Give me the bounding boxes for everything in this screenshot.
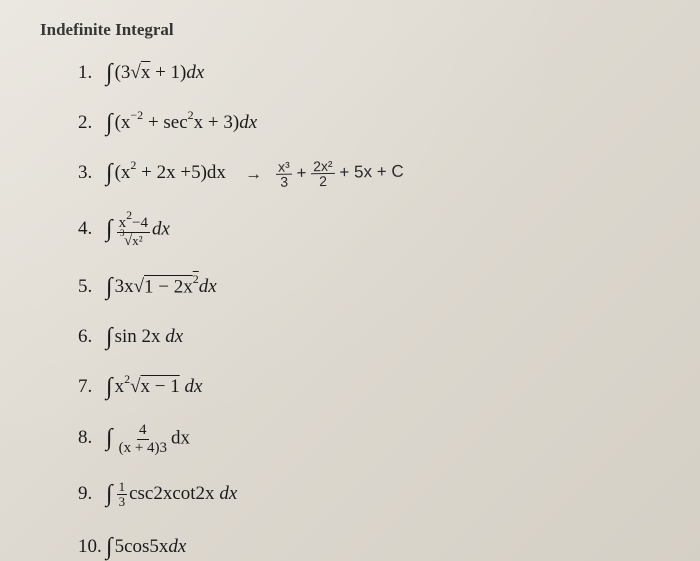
denominator: (x + 4)3 xyxy=(117,440,169,457)
integral-icon: ∫ xyxy=(106,216,113,242)
dx: dx xyxy=(199,276,217,297)
sqrt-icon: √ xyxy=(130,62,140,83)
exponent: 2 xyxy=(126,208,132,222)
problem-number: 10. xyxy=(78,536,106,558)
problem-expression: ∫5cos5xdx xyxy=(106,532,186,559)
integral-icon: ∫ xyxy=(106,274,113,300)
sqrt-arg: x − 1 xyxy=(141,376,180,398)
problem-number: 6. xyxy=(78,326,106,348)
dx: dx xyxy=(171,427,190,448)
problem-expression: ∫sin 2x dx xyxy=(106,322,183,349)
problem-9: 9. ∫ 1 3 csc2xcot2x dx xyxy=(78,479,660,509)
problem-8: 8. ∫ 4 (x + 4)3 dx xyxy=(78,422,660,456)
integrand-part: (x xyxy=(115,112,131,133)
sqrt-arg: 1 − 2x2 xyxy=(144,274,199,298)
integrand-part: (x xyxy=(115,162,131,183)
integral-icon: ∫ xyxy=(106,110,113,136)
dx: dx xyxy=(168,536,186,557)
fraction: 2x² 2 xyxy=(311,159,335,188)
problem-4: 4. ∫ x2−4 √x² dx xyxy=(78,211,660,249)
dx: dx xyxy=(239,112,257,133)
fraction: 4 (x + 4)3 xyxy=(117,422,169,456)
integral-icon: ∫ xyxy=(106,425,113,451)
integrand-part: + sec xyxy=(143,112,187,133)
integrand-part: x + 3) xyxy=(194,112,240,133)
cube-root-icon: √ xyxy=(124,233,132,250)
problem-number: 2. xyxy=(78,112,106,134)
numerator: 4 xyxy=(137,422,149,440)
dx: dx xyxy=(186,62,204,83)
integral-icon: ∫ xyxy=(106,324,113,350)
sqrt-arg: x² xyxy=(132,234,142,248)
problem-list: 1. ∫(3√x + 1)dx 2. ∫(x−2 + sec2x + 3)dx … xyxy=(40,58,660,559)
numerator: 2x² xyxy=(311,159,335,174)
problem-6: 6. ∫sin 2x dx xyxy=(78,322,660,349)
denominator: √x² xyxy=(122,233,145,250)
denominator: 2 xyxy=(317,174,329,188)
problem-number: 9. xyxy=(78,483,106,505)
integrand: csc2xcot2x xyxy=(129,483,219,504)
fraction: x2−4 √x² xyxy=(117,211,150,249)
integral-icon: ∫ xyxy=(106,60,113,86)
integral-icon: ∫ xyxy=(106,534,113,560)
integrand-part: x xyxy=(115,376,125,397)
problem-expression: ∫ 1 3 csc2xcot2x dx xyxy=(106,479,237,509)
sqrt-content: 1 − 2x xyxy=(144,276,193,297)
numerator: x³ xyxy=(276,160,292,175)
problem-7: 7. ∫x2√x − 1 dx xyxy=(78,372,660,399)
exponent: 2 xyxy=(193,272,199,286)
problem-number: 1. xyxy=(78,62,106,84)
problem-expression: ∫ 4 (x + 4)3 dx xyxy=(106,422,190,456)
dx: dx xyxy=(165,326,183,347)
integrand-part: 3x xyxy=(115,276,134,297)
integrand-part: (3 xyxy=(115,62,131,83)
integral-icon: ∫ xyxy=(106,160,113,186)
arrow-icon: → xyxy=(245,164,262,183)
exponent: −2 xyxy=(130,108,143,122)
problem-number: 7. xyxy=(78,376,106,398)
denominator: 3 xyxy=(278,175,290,189)
handwritten-tail: + 5x + C xyxy=(339,162,404,182)
dx: dx xyxy=(219,483,237,504)
sqrt-icon: √ xyxy=(134,276,144,297)
integral-icon: ∫ xyxy=(106,374,113,400)
integrand-part: + 1) xyxy=(150,62,186,83)
integrand: sin 2x xyxy=(115,326,166,347)
dx: dx xyxy=(180,376,203,397)
sqrt-icon: √ xyxy=(130,376,140,397)
denominator: 3 xyxy=(117,495,128,509)
integral-icon: ∫ xyxy=(106,481,113,507)
page-title: Indefinite Integral xyxy=(40,20,660,40)
fraction: x³ 3 xyxy=(276,160,292,189)
problem-expression: ∫(3√x + 1)dx xyxy=(106,58,204,85)
problem-1: 1. ∫(3√x + 1)dx xyxy=(78,58,660,85)
problem-expression: ∫3x√1 − 2x2dx xyxy=(106,272,217,299)
problem-3: 3. ∫(x2 + 2x +5)dx → x³ 3 + 2x² 2 + 5x +… xyxy=(78,158,660,188)
const: −4 xyxy=(132,215,148,231)
handwritten-answer: → x³ 3 + 2x² 2 + 5x + C xyxy=(244,158,403,190)
numerator: 1 xyxy=(117,480,128,495)
plus: + xyxy=(296,163,306,182)
problem-number: 3. xyxy=(78,162,106,184)
fraction: 1 3 xyxy=(117,480,128,510)
problem-5: 5. ∫3x√1 − 2x2dx xyxy=(78,272,660,299)
problem-number: 8. xyxy=(78,427,106,449)
sqrt-arg: x xyxy=(141,62,151,84)
problem-10: 10. ∫5cos5xdx xyxy=(78,532,660,559)
problem-expression: ∫ x2−4 √x² dx xyxy=(106,211,170,249)
dx: dx xyxy=(207,162,226,183)
problem-expression: ∫x2√x − 1 dx xyxy=(106,372,202,399)
problem-expression: ∫(x2 + 2x +5)dx → x³ 3 + 2x² 2 + 5x + C xyxy=(106,158,403,188)
problem-2: 2. ∫(x−2 + sec2x + 3)dx xyxy=(78,108,660,135)
exponent: 2 xyxy=(124,372,130,386)
problem-number: 5. xyxy=(78,276,106,298)
integrand: 5cos5x xyxy=(115,536,169,557)
exponent: 2 xyxy=(188,108,194,122)
sqrt-icon: √ xyxy=(124,233,132,249)
exponent: 2 xyxy=(130,158,136,172)
dx: dx xyxy=(152,218,170,239)
integrand-part: + 2x +5) xyxy=(136,162,207,183)
problem-expression: ∫(x−2 + sec2x + 3)dx xyxy=(106,108,257,135)
problem-number: 4. xyxy=(78,218,106,240)
